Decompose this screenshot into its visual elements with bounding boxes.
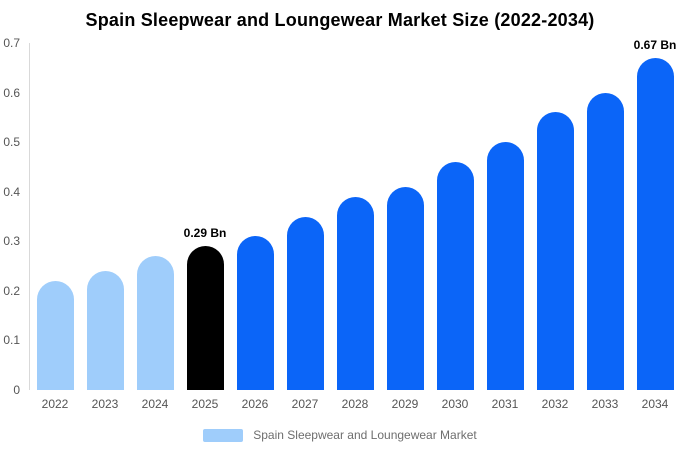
x-label-2025: 2025 bbox=[191, 397, 219, 411]
x-label-2024: 2024 bbox=[141, 397, 169, 411]
bar-2032[interactable] bbox=[536, 112, 574, 390]
bar-2030[interactable] bbox=[436, 161, 474, 390]
x-label-2023: 2023 bbox=[91, 397, 119, 411]
bar-2031[interactable] bbox=[486, 142, 524, 390]
legend-label: Spain Sleepwear and Loungewear Market bbox=[253, 428, 477, 442]
bar-2029[interactable] bbox=[386, 186, 424, 390]
bar-2027[interactable] bbox=[286, 216, 324, 390]
x-label-2027: 2027 bbox=[291, 397, 319, 411]
x-label-2033: 2033 bbox=[591, 397, 619, 411]
y-tick-0.5: 0.5 bbox=[3, 135, 20, 150]
legend[interactable]: Spain Sleepwear and Loungewear Market bbox=[0, 426, 680, 444]
y-axis-line bbox=[29, 43, 30, 390]
point-label-2025: 0.29 Bn bbox=[183, 226, 227, 241]
x-label-2028: 2028 bbox=[341, 397, 369, 411]
y-tick-0.4: 0.4 bbox=[3, 184, 20, 199]
bar-2028[interactable] bbox=[336, 196, 374, 390]
x-label-2030: 2030 bbox=[441, 397, 469, 411]
y-tick-0.7: 0.7 bbox=[3, 36, 20, 50]
bar-2022[interactable] bbox=[36, 280, 74, 390]
legend-swatch bbox=[203, 428, 244, 442]
bar-2034[interactable] bbox=[636, 57, 674, 390]
bar-2023[interactable] bbox=[86, 271, 124, 390]
bar-2025[interactable] bbox=[186, 246, 224, 390]
x-label-2029: 2029 bbox=[391, 397, 419, 411]
x-label-2032: 2032 bbox=[541, 397, 569, 411]
y-tick-0.2: 0.2 bbox=[3, 283, 20, 298]
point-label-2034: 0.67 Bn bbox=[633, 37, 677, 52]
bar-2033[interactable] bbox=[586, 92, 624, 390]
y-tick-0.3: 0.3 bbox=[3, 234, 20, 249]
x-label-2026: 2026 bbox=[241, 397, 269, 411]
x-label-2031: 2031 bbox=[491, 397, 519, 411]
x-label-2034: 2034 bbox=[641, 397, 669, 411]
y-tick-0: 0 bbox=[13, 383, 20, 397]
chart-title: Spain Sleepwear and Loungewear Market Si… bbox=[85, 10, 595, 30]
y-tick-0.6: 0.6 bbox=[3, 85, 20, 100]
bar-2024[interactable] bbox=[136, 256, 174, 390]
bar-2026[interactable] bbox=[236, 236, 274, 390]
x-label-2022: 2022 bbox=[41, 397, 69, 411]
y-tick-0.1: 0.1 bbox=[3, 333, 20, 348]
